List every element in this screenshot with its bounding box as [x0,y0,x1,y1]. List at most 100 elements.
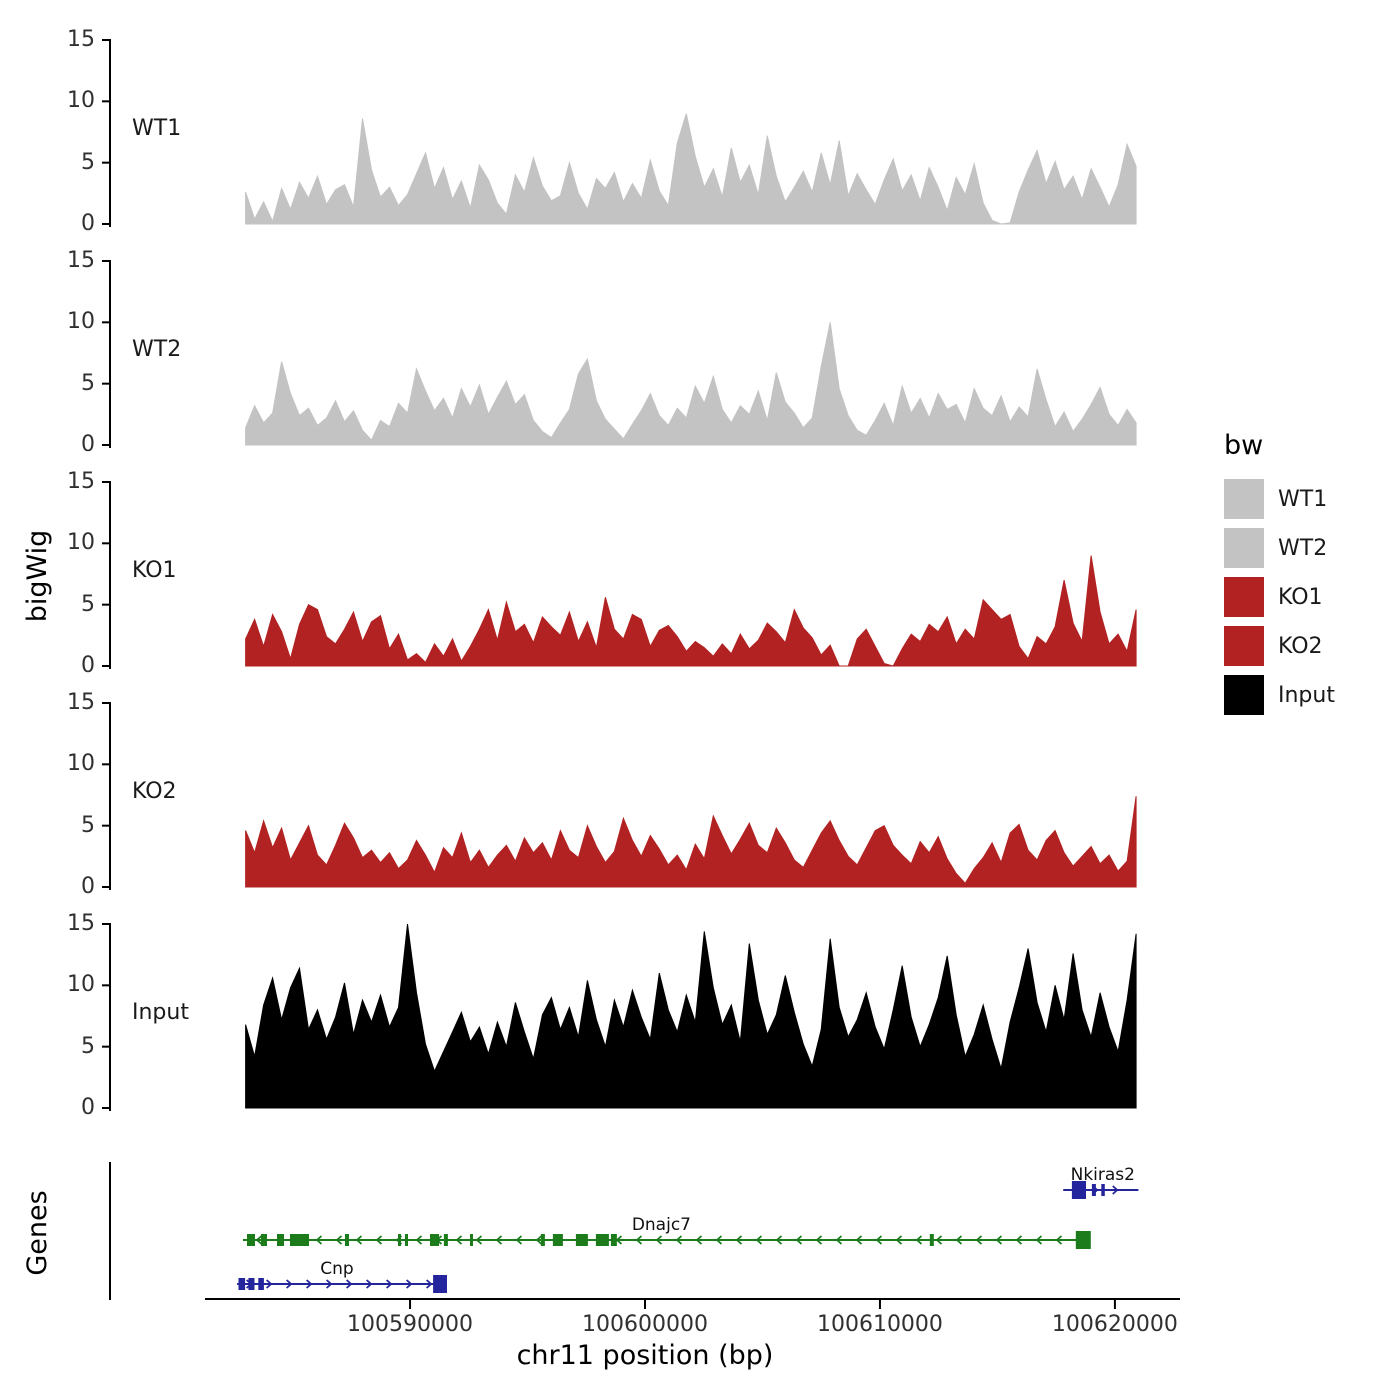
legend-entry-label: KO2 [1278,633,1323,659]
y-tick-label: 10 [67,88,95,114]
y-tick-label: 5 [81,591,95,617]
genes-axis-title: Genes [22,1190,53,1276]
coverage-area-wt2 [245,322,1137,446]
exon [277,1234,284,1246]
y-tick-label: 5 [81,149,95,175]
strand-arrow-icon [415,1235,423,1245]
exon [1091,1184,1096,1196]
legend: bw WT1 WT2 KO1 KO2 Input [1224,430,1335,724]
strand-arrow-icon [255,1235,263,1245]
legend-entry-wt2: WT2 [1224,528,1335,568]
exon [1071,1181,1086,1199]
strand-arrow-icon [326,1279,333,1289]
legend-entry-wt1: WT1 [1224,479,1335,519]
strand-arrow-icon [895,1235,903,1245]
strand-arrow-icon [386,1279,393,1289]
strand-arrow-icon [1035,1235,1043,1245]
exon [261,1234,267,1246]
strand-arrow-icon [935,1235,943,1245]
legend-swatch [1224,577,1264,617]
exon [540,1234,545,1246]
exon [345,1234,349,1246]
track-panel-input: 0 5 10 15 Input [40,911,1190,1120]
x-tick-label: 100620000 [1051,1312,1178,1337]
legend-entry-ko1: KO1 [1224,577,1335,617]
gene-label: Nkiras2 [1071,1165,1135,1185]
exon [575,1234,588,1246]
strand-arrow-icon [375,1235,383,1245]
y-tick-label: 5 [81,370,95,396]
exon [430,1234,439,1246]
strand-arrow-icon [1112,1185,1119,1195]
track-svg-ko2 [102,702,1137,890]
strand-arrow-icon [426,1279,433,1289]
x-axis-title: chr11 position (bp) [516,1340,774,1371]
exon [405,1234,408,1246]
exon [552,1234,563,1246]
legend-entry-input: Input [1224,675,1335,715]
track-svg-wt1 [102,39,1137,227]
y-tick-label: 15 [67,248,95,273]
exon [248,1278,255,1290]
track-label-input: Input [132,1000,189,1025]
legend-entries: WT1 WT2 KO1 KO2 Input [1224,479,1335,715]
track-svg-input [102,923,1137,1111]
gene-dnajc7: Dnajc7 [242,1215,1091,1249]
legend-swatch [1224,626,1264,666]
strand-arrow-icon [795,1235,803,1245]
legend-entry-label: WT2 [1278,535,1328,561]
exon [258,1278,264,1290]
track-panel-wt2: 0 5 10 15 WT2 [40,248,1190,457]
legend-swatch [1224,528,1264,568]
track-panel-ko2: 0 5 10 15 KO2 [40,690,1190,899]
x-axis [205,1298,1180,1309]
exon [238,1278,246,1290]
legend-swatch [1224,479,1264,519]
exon [1075,1231,1091,1249]
strand-arrow-icon [515,1235,523,1245]
strand-arrow-icon [346,1279,353,1289]
strand-arrow-icon [495,1235,503,1245]
y-tick-label: 10 [67,751,95,777]
track-panel-wt1: 0 5 10 15 WT1 [40,27,1190,236]
strand-arrow-icon [335,1235,343,1245]
strand-arrow-icon [475,1235,483,1245]
strand-arrow-icon [835,1235,843,1245]
y-tick-label: 0 [81,874,95,899]
y-tick-label: 15 [67,690,95,715]
y-tick-label: 15 [67,911,95,936]
y-tick-label: 0 [81,1095,95,1120]
strand-arrow-icon [1015,1235,1023,1245]
gene-label: Cnp [320,1259,353,1279]
legend-entry-label: WT1 [1278,486,1328,512]
exon [470,1234,473,1246]
strand-arrow-icon [1055,1235,1063,1245]
coverage-area-wt1 [245,113,1137,225]
strand-arrow-icon [635,1235,643,1245]
exon [290,1234,303,1246]
track-label-wt2: WT2 [132,337,182,362]
y-tick-label: 0 [81,653,95,678]
strand-arrow-icon [755,1235,763,1245]
strand-arrow-icon [615,1235,623,1245]
strand-arrow-icon [995,1235,1003,1245]
strand-arrow-icon [286,1279,293,1289]
strand-arrow-icon [915,1235,923,1245]
genes-track: Nkiras2 Dnajc7 Cnp [109,1162,1139,1300]
exon [443,1234,448,1246]
strand-arrow-icon [735,1235,743,1245]
strand-arrow-icon [315,1235,323,1245]
y-tick-label: 10 [67,309,95,335]
strand-arrow-icon [975,1235,983,1245]
strand-arrow-icon [535,1235,543,1245]
legend-entry-ko2: KO2 [1224,626,1335,666]
legend-swatch [1224,675,1264,715]
strand-arrow-icon [775,1235,783,1245]
strand-arrow-icon [675,1235,683,1245]
track-label-wt1: WT1 [132,116,182,141]
x-tick-label: 100600000 [582,1312,708,1337]
legend-entry-label: KO1 [1278,584,1323,610]
y-tick-label: 5 [81,812,95,838]
track-svg-ko1 [102,481,1137,669]
strand-arrow-icon [455,1235,463,1245]
